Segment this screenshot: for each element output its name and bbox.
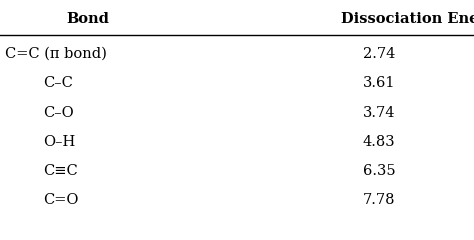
Text: C=C (π bond): C=C (π bond) xyxy=(5,47,107,61)
Text: C–O: C–O xyxy=(43,106,73,120)
Text: Dissociation Energy (eV): Dissociation Energy (eV) xyxy=(341,12,474,26)
Text: 4.83: 4.83 xyxy=(363,135,395,149)
Text: Bond: Bond xyxy=(66,12,109,26)
Text: 6.35: 6.35 xyxy=(363,164,395,178)
Text: C≡C: C≡C xyxy=(43,164,77,178)
Text: 2.74: 2.74 xyxy=(363,47,395,61)
Text: 3.61: 3.61 xyxy=(363,76,395,90)
Text: C=O: C=O xyxy=(43,193,78,207)
Text: 7.78: 7.78 xyxy=(363,193,395,207)
Text: 3.74: 3.74 xyxy=(363,106,395,120)
Text: O–H: O–H xyxy=(43,135,75,149)
Text: C–C: C–C xyxy=(43,76,73,90)
